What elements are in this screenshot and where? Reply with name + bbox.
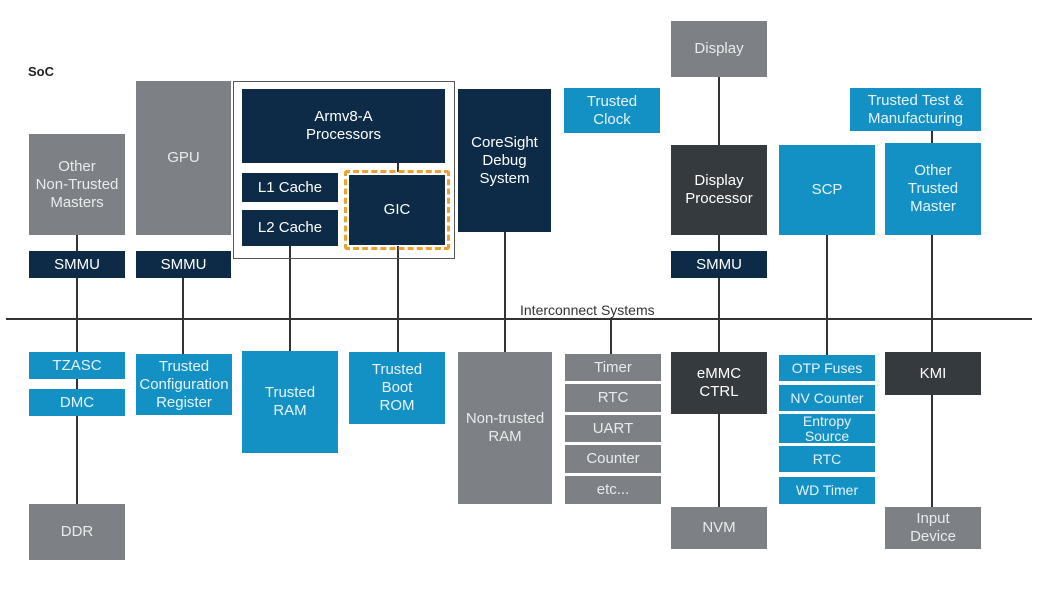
kmi-block: KMI [885,352,981,395]
rtc-block: RTC [565,384,661,412]
connector-line [610,304,612,354]
trusted-ram-block: Trusted RAM [242,351,338,453]
timer-block: Timer [565,354,661,381]
other-trusted-master-block: Other Trusted Master [885,143,981,235]
rtc-block: RTC [779,446,875,472]
trusted-test-manufacturing-block: Trusted Test & Manufacturing [850,88,981,131]
connector-line [826,235,828,355]
coresight-debug-system-block: CoreSight Debug System [458,89,551,232]
soc-label: SoC [28,64,54,79]
connector-line [504,232,506,352]
gic-highlight-outline [344,170,450,250]
smmu-block: SMMU [136,251,231,278]
connector-line [397,246,399,352]
wd-timer-block: WD Timer [779,477,875,504]
input-device-block: Input Device [885,507,981,549]
gpu-block: GPU [136,81,231,235]
connector-line [931,131,933,143]
trusted-clock-block: Trusted Clock [564,88,660,133]
emmc-ctrl-block: eMMC CTRL [671,352,767,414]
counter-block: Counter [565,445,661,473]
nvm-block: NVM [671,507,767,549]
connector-line [182,262,184,354]
non-trusted-ram-block: Non-trusted RAM [458,352,552,504]
connector-line [718,77,720,507]
trusted-boot-rom-block: Trusted Boot ROM [349,352,445,424]
scp-block: SCP [779,145,875,235]
etc-block: etc... [565,476,661,504]
smmu-block: SMMU [671,251,767,278]
dmc-block: DMC [29,389,125,416]
nv-counter-block: NV Counter [779,385,875,411]
interconnect-systems-label: Interconnect Systems [518,302,657,318]
display-processor-block: Display Processor [671,145,767,235]
entropy-source-block: Entropy Source [779,414,875,443]
trusted-configuration-register-block: Trusted Configuration Register [136,354,232,415]
connector-line [289,245,291,351]
interconnect-bus-line [6,318,1032,320]
otp-fuses-block: OTP Fuses [779,355,875,381]
smmu-block: SMMU [29,251,125,278]
processor-cluster-outline [233,81,455,259]
gic-block: GIC [349,175,445,245]
tzasc-block: TZASC [29,352,125,379]
display-block: Display [671,21,767,77]
armv8a-processors-block: Armv8-A Processors [242,89,445,163]
ddr-block: DDR [29,504,125,560]
l2-cache-block: L2 Cache [242,210,338,246]
uart-block: UART [565,415,661,442]
other-non-trusted-masters-block: Other Non-Trusted Masters [29,134,125,235]
connector-line [397,162,399,172]
l1-cache-block: L1 Cache [242,173,338,202]
